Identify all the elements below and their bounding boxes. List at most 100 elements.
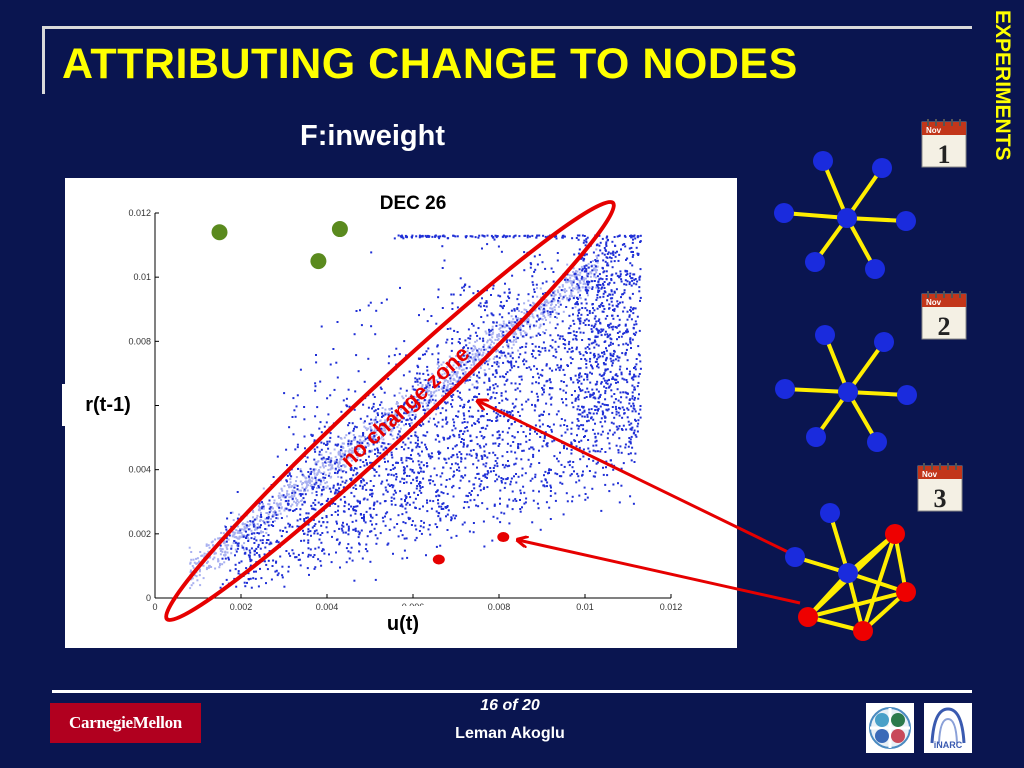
scatter-point xyxy=(594,422,596,425)
scatter-point xyxy=(265,541,268,544)
scatter-point xyxy=(580,375,583,378)
scatter-point xyxy=(551,387,554,390)
scatter-point xyxy=(281,576,284,579)
scatter-point xyxy=(592,307,594,310)
scatter-point xyxy=(410,524,413,526)
scatter-point xyxy=(468,480,471,483)
scatter-point xyxy=(188,546,191,549)
scatter-point xyxy=(598,305,601,308)
scatter-point xyxy=(373,448,376,451)
scatter-point xyxy=(523,320,526,323)
scatter-point xyxy=(500,477,503,479)
scatter-point xyxy=(199,584,202,587)
scatter-point xyxy=(495,348,498,351)
scatter-point xyxy=(544,347,547,350)
scatter-point xyxy=(487,360,490,363)
scatter-point xyxy=(572,281,575,284)
scatter-plot-panel: DEC 2600.0020.0040.0060.0080.010.01200.0… xyxy=(65,178,737,648)
scatter-point xyxy=(576,378,579,381)
scatter-point xyxy=(393,419,396,422)
scatter-point xyxy=(539,373,542,376)
scatter-point xyxy=(336,465,339,468)
scatter-point xyxy=(492,467,495,469)
scatter-point xyxy=(270,551,273,553)
scatter-point xyxy=(604,451,607,453)
scatter-point xyxy=(576,472,579,475)
scatter-point xyxy=(379,532,382,535)
scatter-point xyxy=(307,530,310,533)
scatter-point xyxy=(328,504,331,507)
scatter-point xyxy=(414,524,417,527)
scatter-point xyxy=(569,332,572,334)
scatter-point xyxy=(318,427,321,430)
scatter-point xyxy=(593,280,596,282)
carnegie-mellon-logo: CarnegieMellon xyxy=(50,703,201,743)
scatter-point xyxy=(481,458,484,460)
scatter-point xyxy=(428,524,431,527)
scatter-point xyxy=(393,413,396,416)
scatter-point xyxy=(515,323,518,325)
scatter-point xyxy=(495,363,498,366)
scatter-point xyxy=(417,460,420,463)
scatter-point xyxy=(334,498,337,501)
scatter-point xyxy=(594,276,597,279)
scatter-point xyxy=(390,454,393,456)
scatter-point xyxy=(369,450,372,453)
scatter-point xyxy=(210,541,213,544)
scatter-point xyxy=(211,544,214,547)
scatter-point xyxy=(520,317,523,320)
scatter-point xyxy=(303,501,306,504)
scatter-point xyxy=(354,436,357,439)
scatter-point xyxy=(401,461,404,464)
scatter-point xyxy=(346,455,349,458)
scatter-point xyxy=(568,464,571,467)
scatter-point xyxy=(351,450,354,452)
scatter-point xyxy=(462,372,465,375)
scatter-point xyxy=(307,541,310,544)
scatter-point xyxy=(371,495,373,498)
scatter-point xyxy=(322,488,325,491)
scatter-point xyxy=(288,472,291,475)
scatter-point xyxy=(435,322,438,325)
scatter-point xyxy=(471,424,473,427)
scatter-point xyxy=(394,368,397,371)
scatter-point xyxy=(404,522,407,525)
scatter-point xyxy=(540,432,543,434)
scatter-point xyxy=(618,253,621,256)
scatter-point xyxy=(292,552,295,555)
scatter-point xyxy=(314,389,317,392)
scatter-point xyxy=(406,501,409,504)
scatter-point xyxy=(280,488,283,490)
scatter-point xyxy=(226,517,229,520)
scatter-point xyxy=(545,329,548,331)
scatter-point xyxy=(454,427,457,430)
scatter-point xyxy=(637,412,640,415)
scatter-point xyxy=(313,530,316,533)
scatter-point xyxy=(452,495,455,498)
scatter-point xyxy=(341,480,344,483)
scatter-point xyxy=(617,359,620,362)
scatter-point xyxy=(415,536,418,539)
scatter-point xyxy=(527,293,530,296)
y-tick-label: 0.004 xyxy=(128,465,151,475)
scatter-point xyxy=(293,409,296,412)
scatter-point xyxy=(462,438,465,441)
scatter-point xyxy=(483,450,486,453)
scatter-point xyxy=(464,457,467,460)
scatter-point xyxy=(561,442,564,445)
scatter-point xyxy=(618,437,621,440)
scatter-point xyxy=(591,288,594,290)
scatter-point xyxy=(465,235,468,238)
scatter-point xyxy=(594,409,597,411)
scatter-point xyxy=(374,425,377,428)
scatter-point xyxy=(335,361,338,364)
scatter-point xyxy=(380,430,383,433)
scatter-point xyxy=(198,561,201,564)
scatter-point xyxy=(438,505,441,508)
scatter-point xyxy=(560,463,563,466)
scatter-point xyxy=(467,347,470,350)
scatter-point xyxy=(636,236,639,239)
scatter-point xyxy=(220,531,223,534)
scatter-point xyxy=(478,347,481,350)
scatter-point xyxy=(583,265,586,268)
